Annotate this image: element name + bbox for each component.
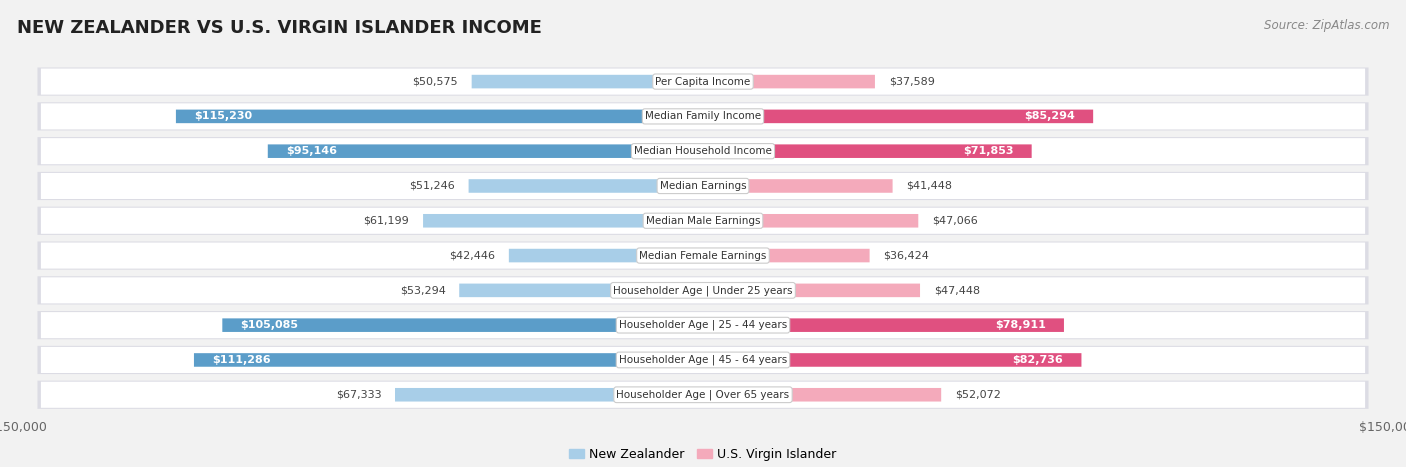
FancyBboxPatch shape	[194, 353, 703, 367]
FancyBboxPatch shape	[176, 110, 703, 123]
FancyBboxPatch shape	[509, 249, 703, 262]
Text: $111,286: $111,286	[212, 355, 271, 365]
FancyBboxPatch shape	[38, 276, 1368, 304]
FancyBboxPatch shape	[41, 242, 1365, 269]
FancyBboxPatch shape	[703, 110, 1092, 123]
FancyBboxPatch shape	[38, 137, 1368, 165]
FancyBboxPatch shape	[41, 208, 1365, 234]
Text: Median Family Income: Median Family Income	[645, 112, 761, 121]
FancyBboxPatch shape	[41, 173, 1365, 199]
Text: Householder Age | Over 65 years: Householder Age | Over 65 years	[616, 389, 790, 400]
FancyBboxPatch shape	[41, 69, 1365, 95]
Text: $41,448: $41,448	[907, 181, 952, 191]
Text: $105,085: $105,085	[240, 320, 298, 330]
FancyBboxPatch shape	[395, 388, 703, 402]
FancyBboxPatch shape	[41, 138, 1365, 164]
FancyBboxPatch shape	[703, 388, 941, 402]
FancyBboxPatch shape	[38, 68, 1368, 96]
FancyBboxPatch shape	[38, 241, 1368, 269]
Text: $67,333: $67,333	[336, 390, 381, 400]
Text: $36,424: $36,424	[883, 251, 929, 261]
FancyBboxPatch shape	[703, 318, 1064, 332]
Text: $47,066: $47,066	[932, 216, 977, 226]
Text: NEW ZEALANDER VS U.S. VIRGIN ISLANDER INCOME: NEW ZEALANDER VS U.S. VIRGIN ISLANDER IN…	[17, 19, 541, 37]
FancyBboxPatch shape	[471, 75, 703, 88]
Text: Householder Age | 25 - 44 years: Householder Age | 25 - 44 years	[619, 320, 787, 331]
Text: Median Female Earnings: Median Female Earnings	[640, 251, 766, 261]
FancyBboxPatch shape	[38, 172, 1368, 200]
FancyBboxPatch shape	[41, 277, 1365, 304]
FancyBboxPatch shape	[703, 179, 893, 193]
FancyBboxPatch shape	[38, 346, 1368, 374]
Text: $53,294: $53,294	[399, 285, 446, 295]
FancyBboxPatch shape	[423, 214, 703, 227]
FancyBboxPatch shape	[468, 179, 703, 193]
Text: $37,589: $37,589	[889, 77, 935, 86]
FancyBboxPatch shape	[41, 347, 1365, 373]
Text: $42,446: $42,446	[449, 251, 495, 261]
FancyBboxPatch shape	[41, 312, 1365, 338]
Text: $61,199: $61,199	[364, 216, 409, 226]
Text: $71,853: $71,853	[963, 146, 1014, 156]
Text: $115,230: $115,230	[194, 112, 252, 121]
Text: Householder Age | 45 - 64 years: Householder Age | 45 - 64 years	[619, 355, 787, 365]
FancyBboxPatch shape	[41, 103, 1365, 129]
FancyBboxPatch shape	[38, 381, 1368, 409]
FancyBboxPatch shape	[41, 382, 1365, 408]
FancyBboxPatch shape	[460, 283, 703, 297]
Legend: New Zealander, U.S. Virgin Islander: New Zealander, U.S. Virgin Islander	[564, 443, 842, 466]
Text: $78,911: $78,911	[995, 320, 1046, 330]
Text: $47,448: $47,448	[934, 285, 980, 295]
FancyBboxPatch shape	[703, 249, 869, 262]
FancyBboxPatch shape	[38, 102, 1368, 130]
FancyBboxPatch shape	[703, 353, 1081, 367]
Text: $82,736: $82,736	[1012, 355, 1063, 365]
Text: Median Household Income: Median Household Income	[634, 146, 772, 156]
FancyBboxPatch shape	[222, 318, 703, 332]
Text: $50,575: $50,575	[412, 77, 458, 86]
FancyBboxPatch shape	[703, 75, 875, 88]
FancyBboxPatch shape	[38, 311, 1368, 339]
Text: Householder Age | Under 25 years: Householder Age | Under 25 years	[613, 285, 793, 296]
FancyBboxPatch shape	[38, 207, 1368, 235]
Text: Per Capita Income: Per Capita Income	[655, 77, 751, 86]
Text: $95,146: $95,146	[285, 146, 337, 156]
Text: Median Earnings: Median Earnings	[659, 181, 747, 191]
FancyBboxPatch shape	[267, 144, 703, 158]
FancyBboxPatch shape	[703, 144, 1032, 158]
Text: $51,246: $51,246	[409, 181, 456, 191]
Text: $85,294: $85,294	[1024, 112, 1074, 121]
Text: $52,072: $52,072	[955, 390, 1001, 400]
FancyBboxPatch shape	[703, 214, 918, 227]
Text: Median Male Earnings: Median Male Earnings	[645, 216, 761, 226]
Text: Source: ZipAtlas.com: Source: ZipAtlas.com	[1264, 19, 1389, 32]
FancyBboxPatch shape	[703, 283, 920, 297]
